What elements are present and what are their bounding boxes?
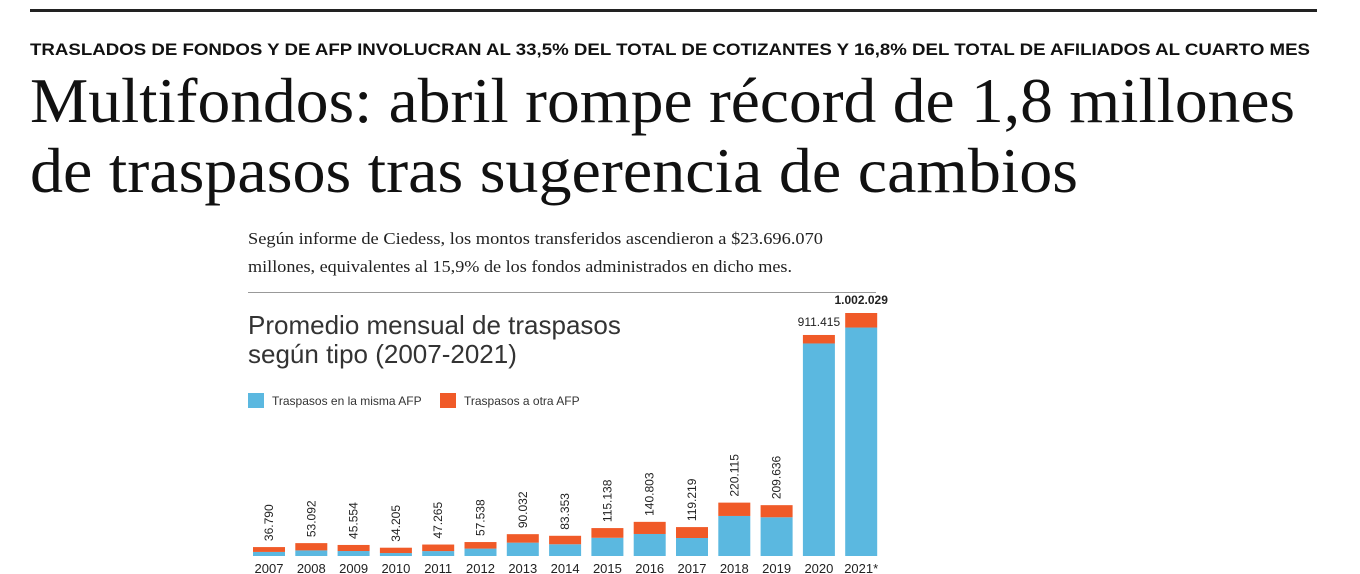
total-label: 57.538 xyxy=(474,499,488,536)
x-tick-label: 2008 xyxy=(297,561,326,574)
bar-segment xyxy=(379,553,412,556)
kicker: TRASLADOS DE FONDOS Y DE AFP INVOLUCRAN … xyxy=(30,40,1310,59)
bar-segment xyxy=(422,544,455,552)
bar-segment xyxy=(549,535,582,545)
total-label: 53.092 xyxy=(304,500,318,537)
bar-segment xyxy=(718,515,751,556)
bar-segment xyxy=(633,521,666,534)
x-tick-label: 2017 xyxy=(678,561,707,574)
total-label: 47.265 xyxy=(431,502,445,539)
legend-label: Traspasos en la misma AFP xyxy=(272,394,422,408)
x-tick-label: 2011 xyxy=(424,561,452,574)
bar-segment xyxy=(295,550,328,556)
total-label: 115.138 xyxy=(600,479,614,522)
bar-segment xyxy=(845,327,878,556)
bar-segment xyxy=(549,544,582,556)
bar-segment xyxy=(633,533,666,556)
bar-segment xyxy=(845,313,878,328)
bar-segment xyxy=(802,343,835,556)
total-label: 36.790 xyxy=(262,504,276,541)
x-tick-label: 2021* xyxy=(844,561,878,574)
bar-segment xyxy=(337,551,370,556)
total-label: 34.205 xyxy=(389,505,403,542)
legend-swatch xyxy=(440,393,456,408)
chart-title: Promedio mensual de traspasos xyxy=(248,310,621,340)
bar-segment xyxy=(802,334,835,344)
headline: de traspasos tras sugerencia de cambios xyxy=(30,135,1078,206)
x-tick-label: 2007 xyxy=(255,561,284,574)
bar-segment xyxy=(591,537,624,556)
total-label: 45.554 xyxy=(347,502,361,539)
x-tick-label: 2018 xyxy=(720,561,749,574)
deck: millones, equivalentes al 15,9% de los f… xyxy=(248,257,792,276)
bar-segment xyxy=(760,505,793,518)
total-label: 1.002.029 xyxy=(835,293,889,307)
x-tick-label: 2009 xyxy=(339,561,368,574)
bar-segment xyxy=(464,542,497,549)
top-rule xyxy=(30,9,1317,12)
total-label: 140.803 xyxy=(643,472,657,516)
bar-segment xyxy=(676,538,708,556)
x-tick-label: 2013 xyxy=(508,561,537,574)
bar-segment xyxy=(295,543,328,551)
legend-swatch xyxy=(248,393,264,408)
bar-segment xyxy=(379,547,412,554)
deck: Según informe de Ciedess, los montos tra… xyxy=(248,229,823,248)
bar-segment xyxy=(506,534,539,543)
total-label: 119.219 xyxy=(685,478,699,521)
total-label: 83.353 xyxy=(558,493,572,530)
bar-segment xyxy=(676,527,708,539)
total-label: 90.032 xyxy=(516,491,530,528)
bar-segment xyxy=(422,551,455,556)
bar-segment xyxy=(253,547,285,552)
x-tick-label: 2015 xyxy=(593,561,622,574)
bar-segment xyxy=(591,528,624,538)
x-tick-label: 2014 xyxy=(551,561,580,574)
bar-segment xyxy=(506,542,539,556)
deck-rule xyxy=(248,292,876,293)
total-label: 911.415 xyxy=(798,315,841,329)
bar-segment xyxy=(337,544,370,552)
total-label: 209.636 xyxy=(770,455,784,499)
total-label: 220.115 xyxy=(727,454,741,497)
chart-title: según tipo (2007-2021) xyxy=(248,339,517,369)
x-tick-label: 2010 xyxy=(381,561,410,574)
bar-segment xyxy=(253,551,285,556)
legend-label: Traspasos a otra AFP xyxy=(464,394,580,408)
x-tick-label: 2019 xyxy=(762,561,791,574)
x-tick-label: 2012 xyxy=(466,561,495,574)
x-tick-label: 2016 xyxy=(635,561,664,574)
headline: Multifondos: abril rompe récord de 1,8 m… xyxy=(30,65,1295,136)
bar-segment xyxy=(718,502,751,516)
bar-segment xyxy=(464,548,497,556)
x-tick-label: 2020 xyxy=(804,561,833,574)
bar-segment xyxy=(760,517,793,556)
